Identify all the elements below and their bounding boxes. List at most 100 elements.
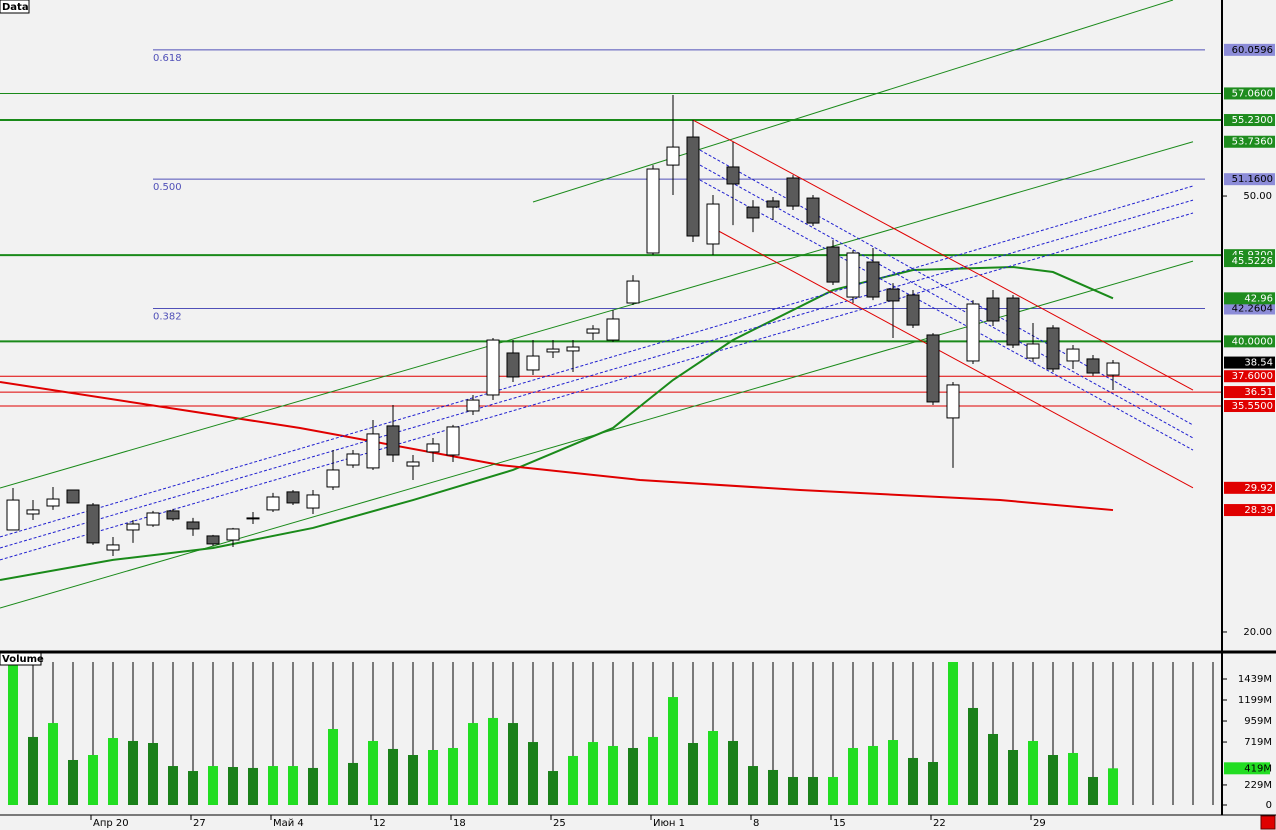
- price-label-box: [1224, 400, 1275, 413]
- fib-label: 0.500: [153, 182, 182, 193]
- volume-bar: [448, 747, 458, 805]
- overlay-line: [699, 164, 1194, 439]
- x-tick-label: 8: [753, 818, 759, 829]
- overlay-line: [0, 141, 1194, 489]
- overlay-line: [532, 0, 1174, 203]
- panel-title: Data: [2, 2, 29, 13]
- price-label-box: [1224, 135, 1275, 148]
- price-label-box: [1224, 173, 1275, 186]
- volume-bar: [548, 771, 558, 805]
- volume-bar: [428, 750, 438, 805]
- volume-bar: [888, 740, 898, 805]
- volume-bar: [988, 733, 998, 805]
- y-tick-label: 959M: [1244, 716, 1272, 727]
- candle-body: [686, 136, 700, 237]
- candle-body: [1006, 297, 1020, 346]
- volume-bar: [588, 742, 598, 805]
- candle-body: [366, 433, 380, 469]
- volume-bar: [568, 755, 578, 805]
- price-label: 29.92: [1244, 483, 1273, 494]
- volume-bar: [28, 736, 38, 805]
- panel-label-box: [0, 652, 42, 666]
- overlay-line: [0, 212, 1194, 561]
- price-label: 42.2604: [1232, 304, 1273, 315]
- volume-bar: [528, 742, 538, 805]
- volume-bar: [708, 731, 718, 805]
- candle-body: [606, 318, 620, 341]
- volume-bar: [148, 743, 158, 805]
- candle-body: [386, 425, 400, 456]
- volume-bar: [788, 776, 798, 805]
- candle-body: [466, 399, 480, 412]
- y-tick-label: 0: [1266, 800, 1272, 811]
- volume-bar: [1028, 740, 1038, 805]
- candle-body: [1066, 348, 1080, 362]
- candle-body: [346, 453, 360, 466]
- x-tick-label: Май 4: [273, 818, 304, 829]
- price-label: 28.39: [1244, 505, 1273, 516]
- candle-body: [746, 206, 760, 219]
- overlay-line: [0, 265, 1114, 581]
- x-tick-label: 15: [833, 818, 846, 829]
- volume-plot: [8, 662, 1214, 805]
- volume-bar: [488, 717, 498, 805]
- price-label-box: [1224, 356, 1275, 369]
- candle-body: [846, 252, 860, 298]
- overlay-line: [0, 185, 1194, 538]
- candle-body: [706, 203, 720, 245]
- scroll-button[interactable]: [1260, 815, 1276, 830]
- x-tick-label: 18: [453, 818, 466, 829]
- panel-title: Volume: [2, 654, 44, 665]
- candle-body: [626, 280, 640, 304]
- volume-bar: [908, 757, 918, 805]
- volume-bar: [868, 745, 878, 805]
- y-tick-label: 50.00: [1243, 191, 1272, 202]
- candle-body: [326, 469, 340, 488]
- price-label-box: [1224, 87, 1275, 100]
- y-tick-label: 20.00: [1243, 627, 1272, 638]
- volume-bar: [268, 766, 278, 805]
- price-label: 53.7360: [1232, 137, 1273, 148]
- volume-bar: [108, 738, 118, 805]
- candle-body: [306, 494, 320, 509]
- volume-bar: [308, 767, 318, 805]
- candle-body: [26, 509, 40, 515]
- candle-body: [66, 489, 80, 504]
- candle-body: [486, 339, 500, 396]
- candle-body: [246, 517, 260, 520]
- candle-body: [1046, 327, 1060, 370]
- volume-bar: [68, 759, 78, 805]
- candle-body: [266, 496, 280, 511]
- volume-bar: [188, 771, 198, 805]
- y-tick-label: 1199M: [1238, 695, 1272, 706]
- panel-label-box: [0, 0, 30, 14]
- volume-bar: [1008, 750, 1018, 805]
- candle-body: [566, 346, 580, 352]
- price-label: 60.0596: [1232, 45, 1273, 56]
- volume-current-label: 419M: [1244, 763, 1272, 774]
- volume-bar: [968, 707, 978, 805]
- candle-body: [126, 523, 140, 531]
- candle-body: [886, 288, 900, 302]
- price-label: 57.0600: [1232, 88, 1273, 99]
- candle-body: [826, 246, 840, 283]
- candle-body: [206, 535, 220, 545]
- candle-body: [806, 197, 820, 224]
- volume-bar: [648, 736, 658, 805]
- candle-body: [646, 168, 660, 254]
- volume-bar: [88, 754, 98, 805]
- overlay-line: [0, 381, 1114, 512]
- price-label-box: [1224, 504, 1275, 517]
- volume-bar: [928, 762, 938, 805]
- price-label-box: [1224, 481, 1275, 494]
- candle-body: [1026, 343, 1040, 359]
- candle-body: [426, 443, 440, 453]
- x-tick-label: 27: [193, 818, 206, 829]
- candle-body: [966, 303, 980, 362]
- volume-bar: [388, 748, 398, 805]
- candle-body: [726, 166, 740, 185]
- volume-bar: [468, 723, 478, 805]
